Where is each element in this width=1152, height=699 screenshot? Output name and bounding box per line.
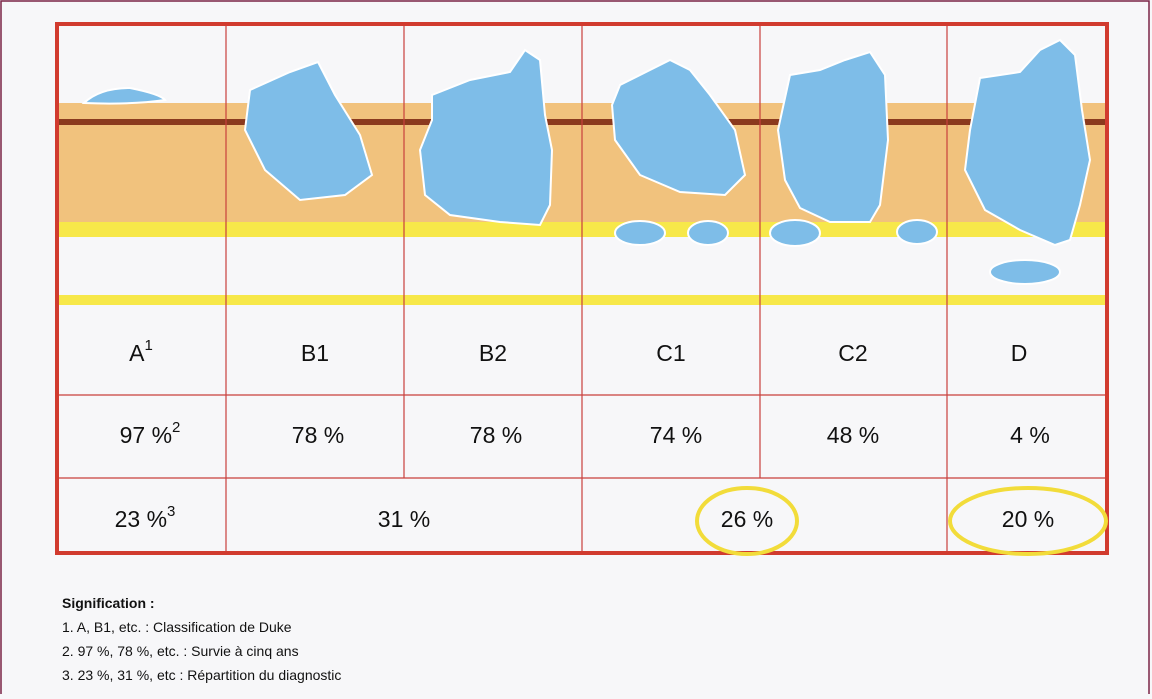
stage-label: C2 [838,340,867,366]
legend-title: Signification : [62,595,155,611]
survival: 78 % [292,422,344,448]
distribution: 23 %3 [115,503,176,532]
stage-label: C1 [656,340,685,366]
stage-label: A1 [129,337,153,366]
stage-label: B2 [479,340,507,366]
distribution: 26 % [721,506,773,532]
stage-label: D [1011,340,1028,366]
footnote-ref: 2 [172,419,180,436]
distribution: 20 % [1002,506,1054,532]
stage: A [129,340,145,366]
distribution-value: 23 % [115,506,167,532]
tumor [420,50,552,225]
survival-value: 97 % [120,422,172,448]
survival: 97 %2 [120,419,181,448]
footnote-ref: 1 [145,337,153,354]
tumor [84,88,165,104]
legend-item: 3. 23 %, 31 %, etc : Répartition du diag… [62,667,341,683]
node [897,220,937,244]
legend-item: 2. 97 %, 78 %, etc. : Survie à cinq ans [62,643,299,659]
survival: 78 % [470,422,522,448]
stage-label: B1 [301,340,329,366]
page: {"stages": [ {"label": "A", "note": "1"}… [0,0,1152,694]
survival: 4 % [1010,422,1050,448]
figure: A1 B1 B2 C1 C2 D 97 %2 78 % 78 % 74 % 48… [0,0,1152,694]
node [615,221,665,245]
tumor [778,52,888,222]
survival: 74 % [650,422,702,448]
survival: 48 % [827,422,879,448]
node [688,221,728,245]
metastasis [990,260,1060,284]
distribution: 31 % [378,506,430,532]
legend-item: 1. A, B1, etc. : Classification de Duke [62,619,292,635]
footnote-ref: 3 [167,503,175,520]
node [770,220,820,246]
